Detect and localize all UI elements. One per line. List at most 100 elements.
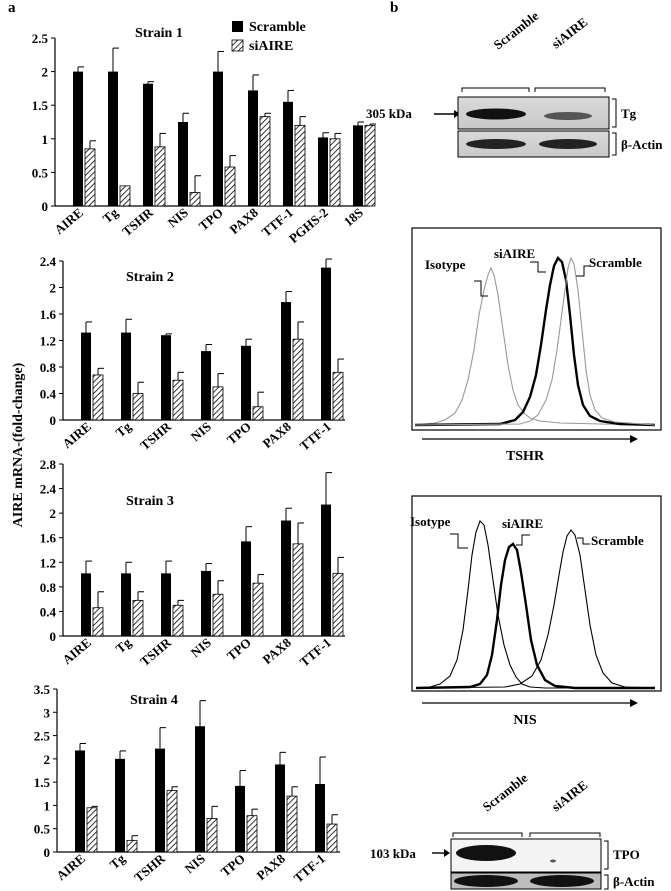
bar-scramble <box>248 90 258 206</box>
blot-tpo-band-scramble <box>456 845 516 861</box>
y-tick-label: 0.8 <box>40 360 57 375</box>
y-tick-label: 0 <box>50 413 57 428</box>
blot-tg-band-scramble <box>466 108 526 120</box>
bar-siaire <box>92 374 104 421</box>
blot-tg-lane-siaire: siAIRE <box>549 14 591 51</box>
bar-siaire <box>212 386 224 421</box>
chart-title: Strain 3 <box>126 494 174 509</box>
y-tick-label: 0.4 <box>40 604 57 619</box>
y-tick-label: 2.5 <box>34 729 51 744</box>
bar-scramble <box>81 573 91 636</box>
bar-scramble <box>121 573 131 636</box>
legend-siaire-swatch <box>231 39 244 52</box>
flow-tshr-scramble-label: Scramble <box>589 255 642 270</box>
chart-strain-3: Strain 3 0 0.4 0.8 1.2 1.6 2 2.4 2.8 AIRE Tg TSHR NI… <box>40 457 345 670</box>
bar-scramble <box>281 302 291 420</box>
y-tick-label: 2.5 <box>32 31 49 46</box>
y-tick-label: 1 <box>42 132 49 147</box>
flow-tshr-isotype-label: Isotype <box>425 257 466 272</box>
bar-siaire <box>326 823 338 853</box>
blot-tpo-lane-bracket <box>452 832 523 837</box>
bar-siaire <box>132 393 144 421</box>
blot-tpo-actin-band-scramble <box>454 875 518 887</box>
bar-scramble <box>241 345 251 420</box>
blot-tg-size-arrowhead <box>454 110 460 118</box>
bar-siaire <box>84 148 96 207</box>
flow-nis-isotype-curve <box>415 520 655 689</box>
y-tick-label: 3.5 <box>34 682 51 697</box>
x-tick-label: NIS <box>165 205 191 230</box>
blot-tpo-size-arrowhead <box>444 849 450 857</box>
bar-scramble <box>321 504 331 636</box>
y-tick-label: 0.4 <box>40 387 57 402</box>
blot-tpo-lane-bracket <box>529 832 601 837</box>
legend-siaire-label: siAIRE <box>249 39 293 54</box>
bar-scramble <box>283 101 293 206</box>
blot-tg-target-bracket <box>612 98 617 128</box>
flow-nis-scramble-label: Scramble <box>591 533 644 548</box>
x-tick-label: PAX8 <box>254 850 289 883</box>
x-tick-label: TSHR <box>119 204 156 239</box>
flow-nis-axis-label: NIS <box>513 713 537 728</box>
panel-b-label: b <box>390 0 398 16</box>
blot-tpo-lane-siaire: siAIRE <box>549 777 591 814</box>
bar-siaire <box>332 371 344 421</box>
x-tick-label: Tg <box>113 634 135 656</box>
bar-scramble <box>161 335 171 420</box>
bar-scramble <box>235 785 245 852</box>
flow-histogram-tshr: Isotype siAIRE Scramble TSHR <box>411 227 662 464</box>
flow-nis-siaire-pointer <box>516 534 530 546</box>
blot-actin-band-siaire <box>539 139 597 149</box>
y-tick-label: 3 <box>44 705 51 720</box>
chart-title: Strain 2 <box>126 270 174 285</box>
flow-nis-siaire-curve <box>415 542 655 690</box>
x-tick-label: NIS <box>182 851 208 876</box>
bar-scramble <box>155 748 165 852</box>
bar-siaire <box>286 795 298 853</box>
bar-siaire <box>329 138 341 207</box>
bar-scramble <box>318 137 328 206</box>
bar-scramble <box>161 573 171 636</box>
y-tick-label: 0 <box>50 629 57 644</box>
y-axis-label: AIRE mRNA-(fold-change) <box>11 362 26 527</box>
bar-siaire <box>119 185 131 207</box>
bar-siaire <box>246 815 258 853</box>
flow-tshr-siaire-label: siAIRE <box>494 246 535 261</box>
blot-tpo-lane-scramble: Scramble <box>480 770 531 814</box>
bar-siaire <box>206 818 218 853</box>
blot-tg-band-siaire <box>544 112 592 120</box>
y-tick-label: 0.8 <box>40 580 57 595</box>
bar-siaire <box>252 406 264 421</box>
y-tick-label: 1.6 <box>40 307 57 322</box>
bar-siaire <box>132 599 144 637</box>
y-tick-label: 2.4 <box>40 254 57 269</box>
x-tick-label: TTF-1 <box>297 635 334 670</box>
flow-nis-siaire-label: siAIRE <box>502 516 543 531</box>
x-tick-label: PGHS-2 <box>286 205 331 246</box>
bar-siaire <box>189 192 201 207</box>
flow-nis-isotype-label: Isotype <box>410 514 451 529</box>
blot-tg-actin-bracket <box>612 132 617 156</box>
flow-tshr-axis-arrowhead <box>630 435 638 443</box>
blot-tg-lane-bracket <box>461 87 530 92</box>
bar-scramble <box>178 122 188 206</box>
bar-siaire <box>92 607 104 637</box>
y-tick-label: 1 <box>44 798 51 813</box>
y-tick-label: 1.5 <box>34 775 51 790</box>
blot-tg-lane-scramble: Scramble <box>491 8 542 52</box>
bar-scramble <box>275 764 285 852</box>
bar-siaire <box>172 604 184 637</box>
y-tick-label: 2 <box>42 65 49 80</box>
x-tick-label: 18S <box>341 205 366 229</box>
x-tick-label: TPO <box>224 419 254 448</box>
bar-siaire <box>332 572 344 637</box>
blot-tg-lane-bracket <box>534 87 606 92</box>
bar-scramble <box>143 83 153 206</box>
y-tick-label: 0.5 <box>32 165 49 180</box>
x-tick-label: NIS <box>188 419 214 444</box>
x-tick-label: TSHR <box>131 850 168 885</box>
flow-histogram-nis: Isotype siAIRE Scramble NIS <box>410 495 662 728</box>
bar-scramble <box>213 71 223 206</box>
flow-tshr-isotype-pointer <box>474 280 488 297</box>
